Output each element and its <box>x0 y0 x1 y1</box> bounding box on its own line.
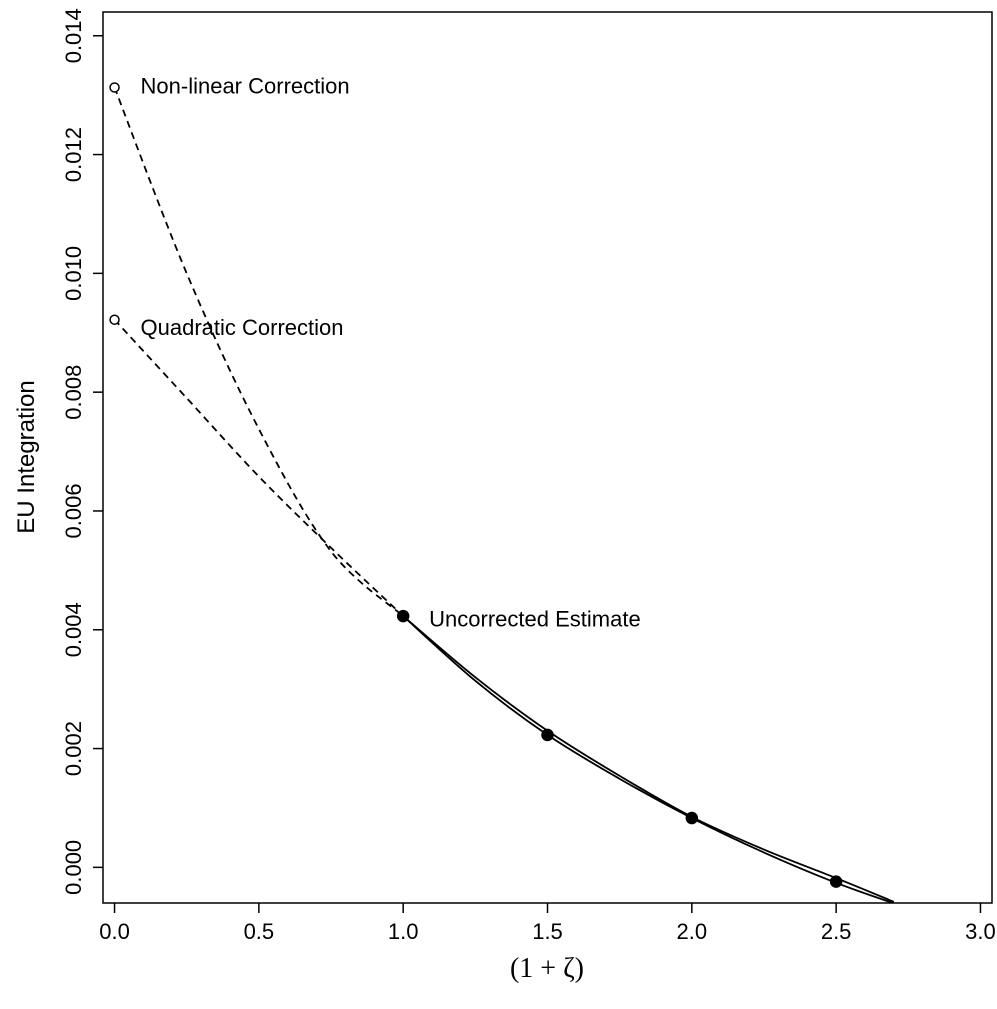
points-layer <box>109 82 843 888</box>
x-tick-label: 2.5 <box>821 919 852 944</box>
annotation-label: Quadratic Correction <box>141 315 344 340</box>
y-tick-label: 0.008 <box>61 365 86 420</box>
y-tick-label: 0.010 <box>61 246 86 301</box>
x-tick-label: 0.0 <box>99 919 130 944</box>
x-tick-label: 1.0 <box>388 919 419 944</box>
y-tick-label: 0.004 <box>61 602 86 657</box>
y-axis-title: EU Integration <box>13 380 40 533</box>
plot-frame <box>102 11 993 904</box>
x-tick-label: 1.5 <box>532 919 563 944</box>
data-point <box>829 875 843 888</box>
x-axis: 0.0 0.5 1.0 1.5 2.0 2.5 3.0 <box>99 903 996 944</box>
series-layer <box>113 87 896 903</box>
y-tick-label: 0.000 <box>61 840 86 895</box>
y-tick-label: 0.012 <box>61 127 86 182</box>
annotation-label: Non-linear Correction <box>141 73 350 98</box>
x-tick-label: 3.0 <box>965 919 996 944</box>
y-tick-label: 0.002 <box>61 721 86 776</box>
dashed-correction-line <box>113 319 404 617</box>
correction-point <box>109 82 120 93</box>
x-axis-title: (1 + ζ) <box>510 953 584 984</box>
data-point <box>396 609 410 623</box>
solid-estimate-line <box>402 615 895 903</box>
solid-estimate-line <box>402 615 896 903</box>
y-tick-label: 0.006 <box>61 483 86 538</box>
data-point <box>685 811 699 825</box>
x-tick-label: 0.5 <box>244 919 275 944</box>
dashed-correction-line <box>113 87 404 617</box>
annotation-layer: Non-linear Correction Quadratic Correctio… <box>141 73 641 631</box>
data-point <box>541 728 554 742</box>
y-tick-label: 0.014 <box>61 8 86 63</box>
x-tick-label: 2.0 <box>677 919 708 944</box>
y-axis: 0.000 0.002 0.004 0.006 0.008 0.010 0.012 0.014 <box>61 8 103 895</box>
annotation-label: Uncorrected Estimate <box>429 607 641 632</box>
correction-point <box>109 314 120 325</box>
